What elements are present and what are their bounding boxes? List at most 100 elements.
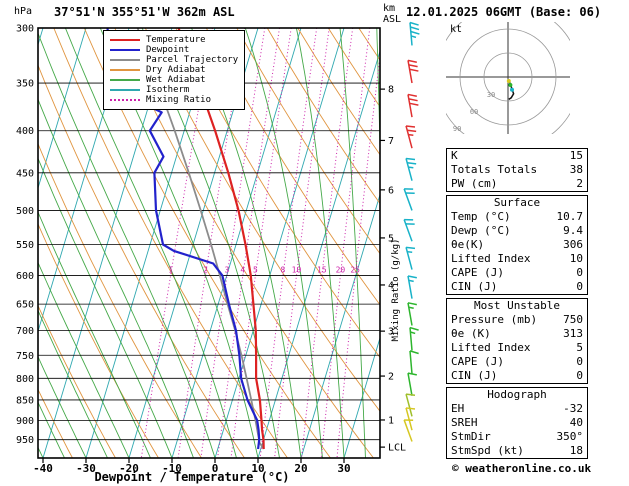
- stat-row: SREH 40: [447, 416, 587, 430]
- stat-row: StmSpd (kt) 18: [447, 444, 587, 458]
- stat-label: Pressure (mb): [451, 313, 538, 326]
- stat-label: θe (K): [451, 327, 491, 340]
- svg-text:20: 20: [336, 266, 346, 275]
- svg-text:8: 8: [281, 266, 286, 275]
- section-title: Surface: [493, 196, 541, 209]
- svg-text:0: 0: [212, 462, 219, 475]
- legend-item-label: Parcel Trajectory: [146, 55, 239, 65]
- svg-text:1: 1: [168, 266, 173, 275]
- stat-row: PW (cm) 2: [447, 177, 587, 191]
- svg-text:5: 5: [253, 266, 258, 275]
- legend-item-label: Dry Adiabat: [146, 65, 206, 75]
- stat-value: 40: [569, 416, 583, 429]
- wind-barb-column: [403, 21, 420, 442]
- legend-item-label: Mixing Ratio: [146, 95, 212, 105]
- mixing-ratio-swatch: [110, 99, 140, 101]
- stat-value: 0: [576, 369, 583, 382]
- legend-item-label: Isotherm: [146, 85, 190, 95]
- wind-barb: [405, 157, 417, 181]
- legend-item-label: Dewpoint: [146, 45, 190, 55]
- svg-text:6: 6: [388, 185, 394, 196]
- svg-text:8: 8: [388, 85, 394, 96]
- svg-text:400: 400: [16, 126, 34, 137]
- legend-item-dewpoint: Dewpoint: [110, 45, 238, 55]
- stat-row: EH -32: [447, 402, 587, 416]
- stat-label: θe(K): [451, 238, 485, 251]
- legend-item-parcel: Parcel Trajectory: [110, 55, 238, 65]
- wind-barb: [409, 21, 420, 46]
- section-title: Most Unstable: [473, 299, 561, 312]
- section-most-unstable: Most Unstable Pressure (mb) 750 θe (K) 313 Li…: [446, 298, 588, 384]
- wind-barb: [405, 407, 416, 431]
- svg-text:1: 1: [388, 415, 394, 426]
- hodograph-unit-label: kt: [450, 24, 463, 35]
- wind-barb: [409, 350, 419, 374]
- legend-item-mixing-ratio: Mixing Ratio: [110, 95, 238, 105]
- stat-label: SREH: [451, 416, 478, 429]
- stats-panel: K 15 Totals Totals 38 PW (cm) 2 Surface Temp (°…: [446, 148, 588, 462]
- svg-text:-40: -40: [33, 462, 53, 475]
- stat-row: K 15: [447, 149, 587, 163]
- stat-value: 9.4: [563, 224, 583, 237]
- svg-text:-10: -10: [162, 462, 182, 475]
- svg-text:800: 800: [16, 374, 34, 385]
- stat-value: 350°: [556, 430, 584, 443]
- temperature-axis-labels: -40 -30 -20 -10 0 10 20 30: [33, 458, 351, 475]
- dewpoint-curve: [106, 28, 261, 450]
- svg-text:750: 750: [16, 351, 34, 362]
- parcel-swatch: [110, 59, 140, 61]
- stat-label: K: [451, 149, 458, 162]
- wind-barb: [405, 246, 416, 270]
- stat-row: CAPE (J) 0: [447, 266, 587, 280]
- stat-value: 18: [569, 444, 583, 457]
- km-axis-labels: 1 2 3 4 5 6 7 8 LCL: [380, 85, 406, 454]
- temperature-swatch: [110, 39, 140, 41]
- datetime-label: 12.01.2025 06GMT (Base: 06): [406, 5, 602, 19]
- legend: Temperature Dewpoint Parcel Trajectory Dry …: [103, 30, 246, 110]
- stat-label: EH: [451, 402, 465, 415]
- svg-text:25: 25: [350, 266, 360, 275]
- lcl-label: LCL: [388, 443, 406, 454]
- wind-barb: [407, 372, 417, 396]
- wind-barb: [409, 326, 419, 351]
- indices-box: K 15 Totals Totals 38 PW (cm) 2: [446, 148, 588, 192]
- pressure-unit-label: hPa: [14, 6, 33, 17]
- stat-value: 0: [576, 280, 583, 293]
- svg-text:300: 300: [16, 24, 34, 35]
- plot-frame: [37, 27, 381, 459]
- svg-text:900: 900: [16, 416, 34, 427]
- legend-item-label: Temperature: [146, 35, 206, 45]
- stat-label: Lifted Index: [451, 341, 531, 354]
- wind-barb: [403, 218, 415, 242]
- legend-item-dry-adiabat: Dry Adiabat: [110, 65, 238, 75]
- stat-label: Dewp (°C): [451, 224, 511, 237]
- mixing-ratio-axis-label: Mixing Ratio (g/kg): [391, 239, 401, 342]
- svg-text:500: 500: [16, 206, 34, 217]
- svg-text:950: 950: [16, 435, 34, 446]
- isotherm-swatch: [110, 89, 140, 91]
- wind-barb: [405, 393, 416, 417]
- stat-label: CAPE (J): [451, 266, 504, 279]
- svg-text:10: 10: [251, 462, 264, 475]
- svg-text:450: 450: [16, 168, 34, 179]
- svg-text:15: 15: [317, 266, 327, 275]
- stat-value: 2: [576, 177, 583, 190]
- hodograph-ring-label: 60: [470, 108, 478, 116]
- stat-label: CIN (J): [451, 280, 498, 293]
- mixing-ratio-value-labels: 1 2 3 4 5 8 10 15 20 25: [168, 266, 360, 275]
- stat-row: Lifted Index 10: [447, 252, 587, 266]
- stat-label: Totals Totals: [451, 163, 538, 176]
- svg-text:-30: -30: [76, 462, 96, 475]
- svg-text:700: 700: [16, 326, 34, 337]
- svg-text:2: 2: [203, 266, 208, 275]
- skewt-background-lines: [38, 28, 380, 458]
- stat-row: θe(K) 306: [447, 238, 587, 252]
- stat-value: 306: [563, 238, 583, 251]
- stat-label: Lifted Index: [451, 252, 531, 265]
- section-title: Hodograph: [487, 388, 547, 401]
- legend-item-temperature: Temperature: [110, 35, 238, 45]
- stat-label: PW (cm): [451, 177, 498, 190]
- section-hodograph: Hodograph EH -32 SREH 40 StmDir 350° StmSpd (kt…: [446, 387, 588, 459]
- wind-barb: [405, 125, 417, 149]
